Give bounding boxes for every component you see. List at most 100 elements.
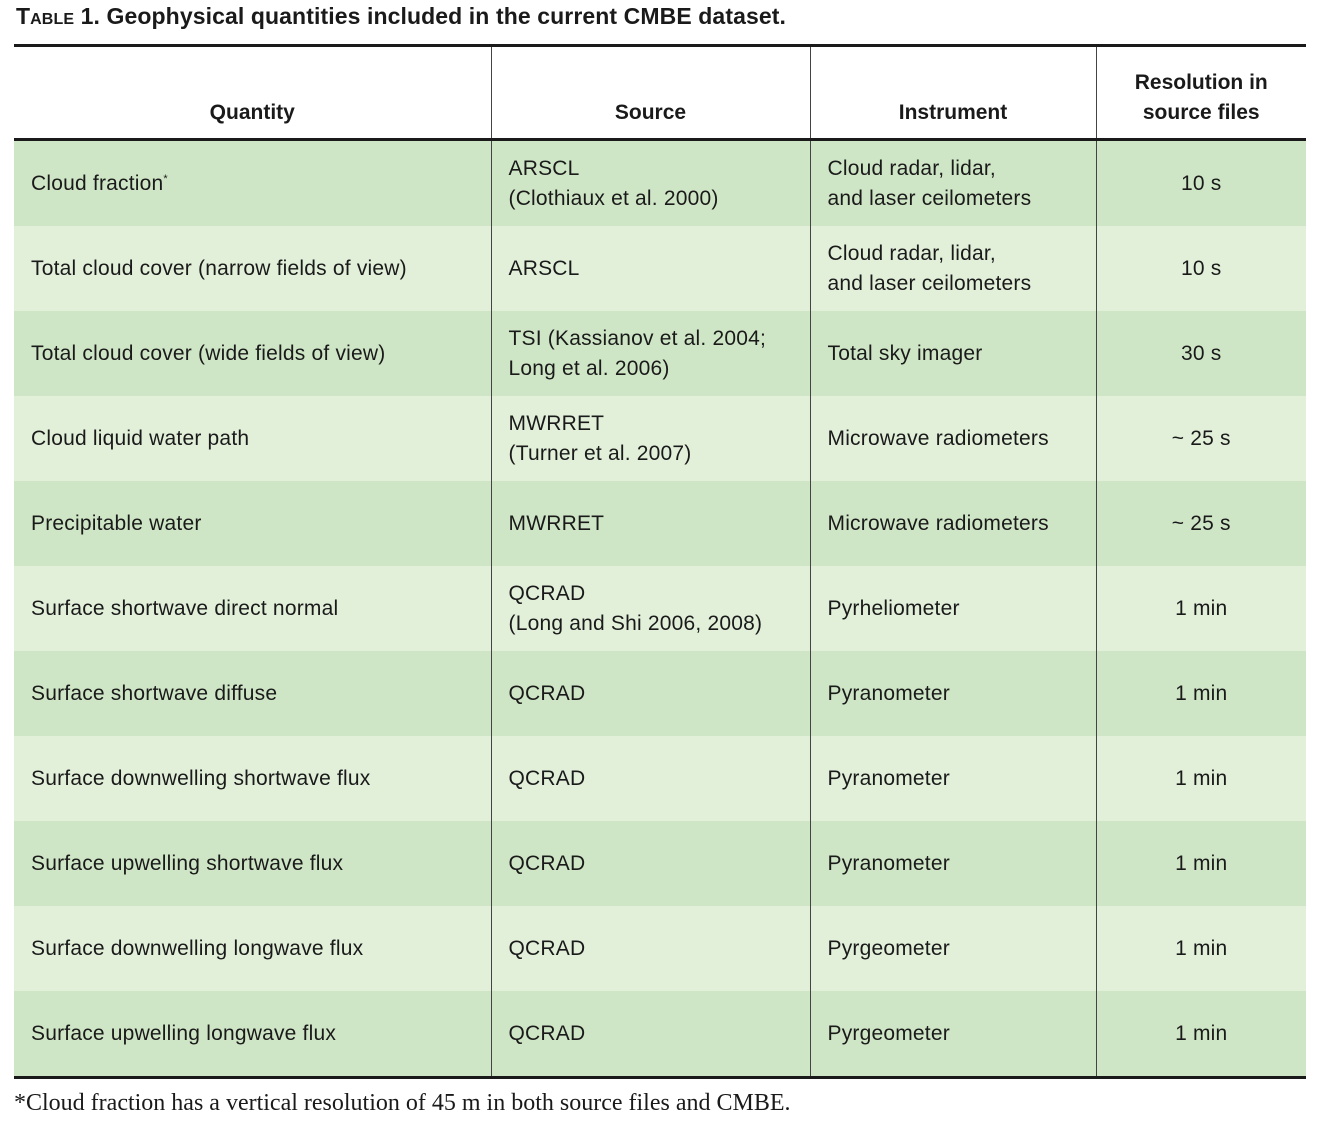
table-body: Cloud fraction* ARSCL (Clothiaux et al. 20… [14, 141, 1306, 1076]
cell-quantity: Surface downwelling longwave flux [14, 906, 491, 991]
cell-instrument: Pyrheliometer [809, 566, 1096, 651]
cell-instrument: Pyranometer [809, 821, 1096, 906]
cell-resolution: 10 s [1095, 226, 1306, 311]
cell-instrument: Microwave radiometers [809, 481, 1096, 566]
instrument-line: Cloud radar, lidar, [827, 156, 996, 180]
table-row: Total cloud cover (wide fields of view) T… [14, 311, 1306, 396]
data-table-container: Quantity Source Instrument Resolution in… [14, 44, 1306, 1079]
table-footnote: *Cloud fraction has a vertical resolutio… [14, 1090, 791, 1116]
cell-resolution: 1 min [1095, 906, 1306, 991]
table-row: Surface shortwave direct normal QCRAD (Lon… [14, 566, 1306, 651]
quantity-text: Surface downwelling shortwave flux [31, 766, 371, 790]
cell-quantity: Total cloud cover (narrow fields of view… [14, 226, 491, 311]
cell-quantity: Surface shortwave diffuse [14, 651, 491, 736]
table-caption-label: Table 1. [16, 3, 100, 29]
quantity-text: Total cloud cover (wide fields of view) [31, 341, 386, 365]
cell-quantity: Surface upwelling shortwave flux [14, 821, 491, 906]
table-caption: Table 1. Geophysical quantities included… [16, 3, 786, 30]
source-line: QCRAD [508, 766, 586, 790]
table-row: Cloud liquid water path MWRRET (Turner et … [14, 396, 1306, 481]
cell-source: ARSCL [490, 226, 810, 311]
quantity-text: Surface upwelling shortwave flux [31, 851, 344, 875]
table-row: Surface shortwave diffuse QCRAD Pyranomete… [14, 651, 1306, 736]
cell-quantity: Surface downwelling shortwave flux [14, 736, 491, 821]
quantity-text: Precipitable water [31, 511, 202, 535]
instrument-line: and laser ceilometers [827, 186, 1032, 210]
cell-resolution: 1 min [1095, 566, 1306, 651]
cell-quantity: Cloud fraction* [14, 141, 491, 226]
table-row: Surface upwelling longwave flux QCRAD Pyrg… [14, 991, 1306, 1076]
quantity-text: Cloud fraction [31, 171, 164, 195]
cell-instrument: Pyrgeometer [809, 991, 1096, 1076]
cell-instrument: Total sky imager [809, 311, 1096, 396]
cell-quantity: Total cloud cover (wide fields of view) [14, 311, 491, 396]
cell-resolution: 1 min [1095, 821, 1306, 906]
cell-instrument: Pyrgeometer [809, 906, 1096, 991]
header-resolution-line2: source files [1142, 101, 1260, 124]
table-caption-text: Geophysical quantities included in the c… [106, 3, 786, 29]
cell-source: MWRRET (Turner et al. 2007) [490, 396, 810, 481]
cell-source: QCRAD (Long and Shi 2006, 2008) [490, 566, 810, 651]
table-row: Precipitable water MWRRET Microwave radiom… [14, 481, 1306, 566]
source-line: QCRAD [508, 581, 586, 605]
source-line: MWRRET [508, 411, 605, 435]
cell-quantity: Surface upwelling longwave flux [14, 991, 491, 1076]
header-quantity: Quantity [209, 101, 295, 124]
cell-quantity: Cloud liquid water path [14, 396, 491, 481]
table-header: Quantity Source Instrument Resolution in… [14, 47, 1306, 141]
source-line: ARSCL [508, 156, 580, 180]
instrument-line: Pyrgeometer [827, 936, 950, 960]
data-table: Quantity Source Instrument Resolution in… [14, 47, 1306, 1076]
header-source: Source [490, 47, 810, 138]
cell-source: ARSCL (Clothiaux et al. 2000) [490, 141, 810, 226]
header-resolution: Resolution in source files [1095, 47, 1306, 138]
instrument-line: Pyrgeometer [827, 1021, 950, 1045]
table-row: Surface downwelling shortwave flux QCRAD P… [14, 736, 1306, 821]
cell-resolution: 10 s [1095, 141, 1306, 226]
cell-source: QCRAD [490, 991, 810, 1076]
quantity-text: Total cloud cover (narrow fields of view… [31, 256, 407, 280]
table-bottom-rule [14, 1076, 1306, 1079]
cell-resolution: ~ 25 s [1095, 481, 1306, 566]
source-line: Long et al. 2006) [508, 356, 670, 380]
cell-resolution: ~ 25 s [1095, 396, 1306, 481]
instrument-line: Pyranometer [827, 766, 950, 790]
cell-source: TSI (Kassianov et al. 2004; Long et al. 2… [490, 311, 810, 396]
quantity-text: Surface upwelling longwave flux [31, 1021, 337, 1045]
cell-resolution: 30 s [1095, 311, 1306, 396]
footnote-marker: * [163, 172, 168, 185]
cell-instrument: Pyranometer [809, 736, 1096, 821]
quantity-text: Surface shortwave direct normal [31, 596, 339, 620]
cell-source: MWRRET [490, 481, 810, 566]
instrument-line: Microwave radiometers [827, 511, 1049, 535]
cell-instrument: Cloud radar, lidar, and laser ceilometers [809, 226, 1096, 311]
quantity-text: Surface shortwave diffuse [31, 681, 278, 705]
header-resolution-line1: Resolution in [1134, 71, 1268, 94]
cell-quantity: Surface shortwave direct normal [14, 566, 491, 651]
cell-resolution: 1 min [1095, 651, 1306, 736]
instrument-line: Pyranometer [827, 851, 950, 875]
cell-instrument: Cloud radar, lidar, and laser ceilometers [809, 141, 1096, 226]
instrument-line: Total sky imager [827, 341, 983, 365]
cell-resolution: 1 min [1095, 736, 1306, 821]
cell-source: QCRAD [490, 736, 810, 821]
table-top-rule [14, 44, 1306, 47]
cell-source: QCRAD [490, 651, 810, 736]
source-line: QCRAD [508, 1021, 586, 1045]
source-line: ARSCL [508, 256, 580, 280]
instrument-line: Pyrheliometer [827, 596, 960, 620]
source-line: QCRAD [508, 681, 586, 705]
source-line: QCRAD [508, 936, 586, 960]
source-line: (Clothiaux et al. 2000) [508, 186, 719, 210]
instrument-line: and laser ceilometers [827, 271, 1032, 295]
cell-resolution: 1 min [1095, 991, 1306, 1076]
table-row: Total cloud cover (narrow fields of view… [14, 226, 1306, 311]
table-header-rule [14, 138, 1306, 141]
cell-source: QCRAD [490, 906, 810, 991]
source-line: QCRAD [508, 851, 586, 875]
source-line: (Turner et al. 2007) [508, 441, 692, 465]
quantity-text: Surface downwelling longwave flux [31, 936, 364, 960]
table-row: Surface upwelling shortwave flux QCRAD Pyr… [14, 821, 1306, 906]
source-line: (Long and Shi 2006, 2008) [508, 611, 763, 635]
instrument-line: Cloud radar, lidar, [827, 241, 996, 265]
